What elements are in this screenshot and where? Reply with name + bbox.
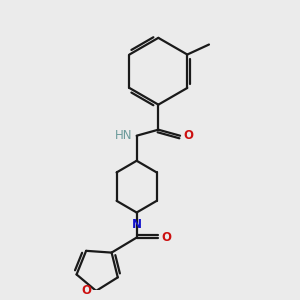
Text: O: O [162,231,172,244]
Text: HN: HN [115,129,133,142]
Text: O: O [183,129,194,142]
Text: O: O [81,284,91,297]
Text: N: N [132,218,142,231]
